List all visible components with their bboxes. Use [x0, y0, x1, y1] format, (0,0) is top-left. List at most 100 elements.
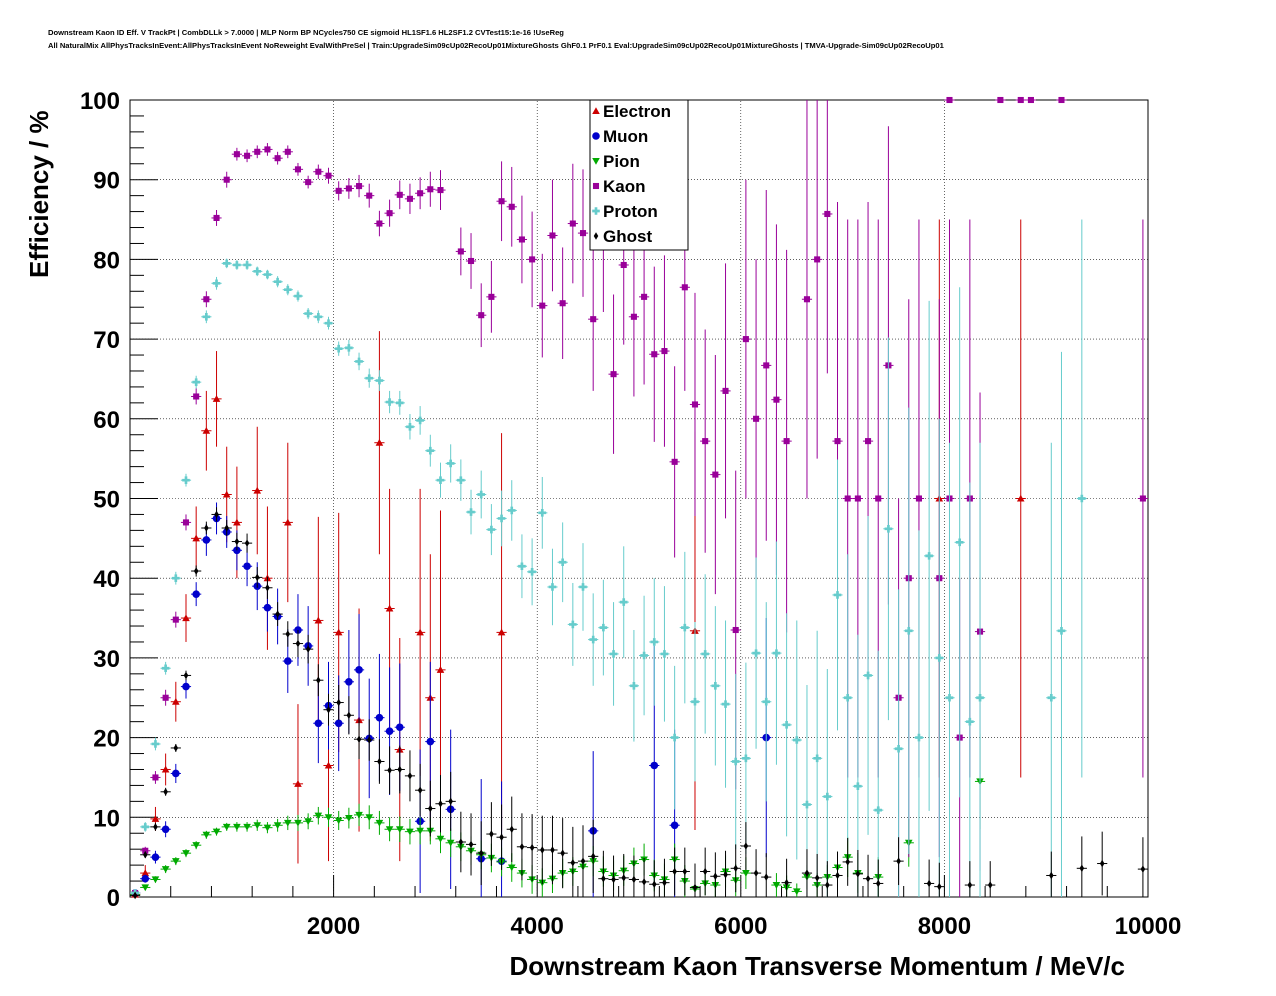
ghost-point	[855, 870, 861, 878]
muon-point	[345, 678, 353, 686]
pion-point	[141, 884, 150, 892]
kaon-point	[467, 257, 475, 265]
proton-point	[691, 697, 699, 706]
ghost-point	[560, 849, 565, 857]
ghost-point	[713, 872, 718, 881]
pion-point	[283, 819, 292, 827]
muon-point	[375, 713, 384, 722]
pion-point	[345, 815, 353, 822]
proton-point	[457, 476, 465, 484]
proton-point	[843, 693, 852, 702]
pion-point	[507, 864, 516, 872]
ghost-point	[438, 799, 443, 808]
x-tick-label: 2000	[307, 913, 360, 940]
muon-point	[172, 769, 180, 778]
pion-point	[253, 822, 262, 830]
ghost-point	[509, 825, 515, 834]
proton-point	[202, 312, 211, 321]
ghost-point	[926, 879, 932, 888]
kaon-point	[254, 148, 261, 155]
ghost-point	[651, 880, 657, 889]
ghost-point	[590, 852, 596, 861]
electron-point	[497, 628, 506, 636]
ghost-point	[316, 676, 321, 685]
kaon-point	[305, 179, 312, 186]
proton-point	[619, 598, 628, 606]
ghost-point	[570, 858, 576, 867]
proton-point	[935, 654, 944, 662]
y-tick-label: 0	[107, 885, 120, 912]
proton-point	[151, 740, 160, 748]
proton-point	[324, 319, 333, 327]
proton-point	[446, 459, 455, 468]
pion-point	[222, 823, 231, 831]
ghost-point	[428, 804, 433, 813]
kaon-point	[406, 195, 413, 202]
kaon-point	[824, 210, 831, 218]
pion-point	[375, 819, 384, 827]
kaon-point	[376, 220, 383, 227]
proton-point	[976, 693, 984, 702]
ghost-point	[183, 671, 189, 680]
ghost-point	[254, 573, 260, 582]
proton-point	[854, 782, 862, 791]
x-tick-label: 4000	[511, 913, 564, 940]
proton-point	[497, 514, 506, 523]
ghost-point	[214, 510, 219, 519]
kaon-point	[702, 438, 709, 445]
muon-point	[650, 761, 659, 770]
ghost-point	[723, 870, 728, 879]
kaon-point	[610, 371, 617, 378]
kaon-point	[284, 148, 291, 155]
muon-point	[283, 657, 292, 665]
kaon-point	[142, 847, 149, 854]
pion-point	[395, 826, 404, 834]
pion-point	[314, 812, 323, 820]
ghost-point	[193, 567, 199, 575]
proton-point	[894, 744, 903, 753]
ghost-point	[387, 766, 392, 775]
kaon-point	[244, 152, 251, 159]
legend-label-electron: Electron	[603, 102, 671, 121]
electron-point	[192, 534, 200, 542]
kaon-point	[233, 151, 240, 158]
ghost-point	[305, 645, 311, 653]
pion-point	[446, 839, 455, 847]
legend-marker-proton	[592, 207, 600, 215]
kaon-point	[590, 316, 597, 323]
ghost-point	[326, 705, 331, 714]
ghost-point	[336, 698, 341, 707]
ghost-point	[865, 874, 871, 883]
ghost-point	[875, 879, 881, 888]
proton-point	[385, 398, 394, 406]
legend-label-kaon: Kaon	[603, 177, 646, 196]
muon-point	[385, 727, 394, 736]
proton-point	[233, 261, 241, 269]
ghost-point	[540, 846, 545, 854]
x-tick-label: 10000	[1115, 913, 1182, 940]
kaon-point	[753, 415, 760, 422]
electron-point	[314, 616, 323, 624]
kaon-point	[915, 495, 922, 502]
proton-point	[395, 399, 404, 407]
ghost-point	[825, 881, 830, 889]
kaon-point	[529, 256, 536, 263]
proton-point	[660, 650, 669, 658]
y-tick-label: 10	[93, 805, 120, 832]
legend-marker-pion	[592, 157, 600, 165]
kaon-point	[437, 187, 444, 194]
pion-point	[365, 814, 374, 822]
electron-point	[212, 395, 221, 402]
kaon-point	[661, 348, 668, 355]
electron-point	[294, 780, 302, 787]
ghost-point	[397, 765, 403, 774]
ghost-point	[611, 875, 616, 884]
chart-title-line-1: Downstream Kaon ID Eff. V TrackPt | Comb…	[48, 28, 564, 37]
axis-ticks: 2000 4000 6000 8000 10000 0 10 20 30 40 50 60 70 80 90…	[80, 88, 1181, 940]
legend-label-ghost: Ghost	[603, 227, 652, 246]
kaon-point	[1017, 96, 1024, 104]
pion-point	[182, 850, 190, 857]
proton-point	[253, 267, 262, 276]
pion-point	[263, 824, 272, 832]
kaon-point	[172, 616, 179, 623]
